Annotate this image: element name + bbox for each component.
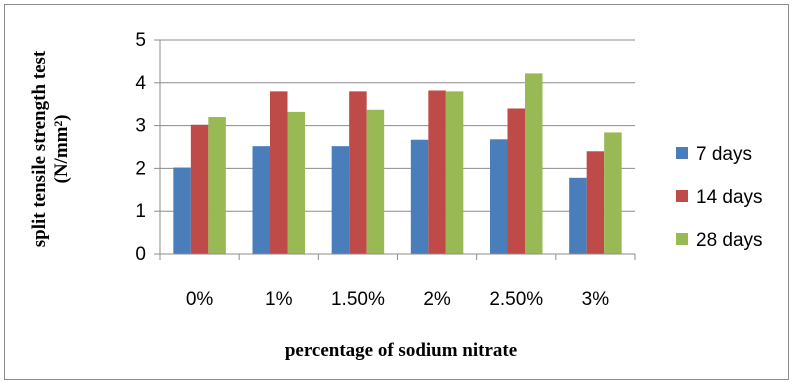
axes — [154, 39, 636, 260]
bar — [252, 146, 270, 254]
y-axis-title-line1: split tensile strength test — [29, 50, 50, 247]
bar — [331, 146, 350, 254]
y-tick-label: 1 — [135, 201, 146, 222]
legend-swatch — [676, 147, 688, 159]
y-tick-label: 5 — [135, 30, 146, 51]
bar — [507, 108, 525, 254]
y-axis-title: split tensile strength test (N/mm²) — [29, 50, 72, 247]
bar — [173, 167, 191, 254]
bar — [190, 124, 209, 254]
y-axis-title-line2: (N/mm²) — [51, 114, 72, 183]
x-tick-label: 2.50% — [489, 289, 543, 310]
bar — [586, 151, 605, 254]
bar — [208, 117, 226, 254]
legend-swatch — [676, 190, 688, 202]
bar — [428, 90, 446, 254]
x-tick-labels: 0% 1% 1.50% 2% 2.50% 3% — [186, 289, 609, 310]
bar — [366, 109, 385, 254]
legend-swatch — [676, 233, 688, 245]
x-tick-label: 1% — [265, 289, 293, 310]
legend-label: 14 days — [696, 187, 763, 208]
y-tick-labels: 0 1 2 3 4 5 — [135, 30, 146, 265]
bar — [445, 91, 464, 254]
y-tick-label: 3 — [135, 116, 146, 137]
gridlines — [160, 39, 635, 212]
x-axis-title: percentage of sodium nitrate — [285, 340, 517, 361]
legend: 7 days 14 days 28 days — [676, 144, 763, 251]
bar-chart: 0 1 2 3 4 5 0% 1% 1.50% 2% 2.50% 3% 7 days 14 days 2… — [29, 30, 763, 361]
bar — [604, 132, 622, 254]
bar — [287, 111, 305, 255]
bar — [270, 91, 288, 254]
bar — [525, 73, 543, 254]
bars — [173, 73, 622, 255]
bar — [569, 177, 587, 254]
bar — [410, 139, 429, 254]
chart-frame: 0 1 2 3 4 5 0% 1% 1.50% 2% 2.50% 3% 7 days 14 days 2… — [4, 4, 789, 380]
bar — [490, 139, 508, 254]
legend-label: 7 days — [696, 144, 752, 165]
y-tick-label: 0 — [135, 244, 146, 265]
y-tick-label: 2 — [135, 158, 146, 179]
y-tick-label: 4 — [135, 73, 146, 94]
x-tick-label: 3% — [582, 289, 610, 310]
legend-label: 28 days — [696, 230, 763, 251]
x-tick-label: 0% — [186, 289, 214, 310]
bar — [349, 91, 367, 254]
x-tick-label: 2% — [423, 289, 451, 310]
x-tick-label: 1.50% — [331, 289, 385, 310]
